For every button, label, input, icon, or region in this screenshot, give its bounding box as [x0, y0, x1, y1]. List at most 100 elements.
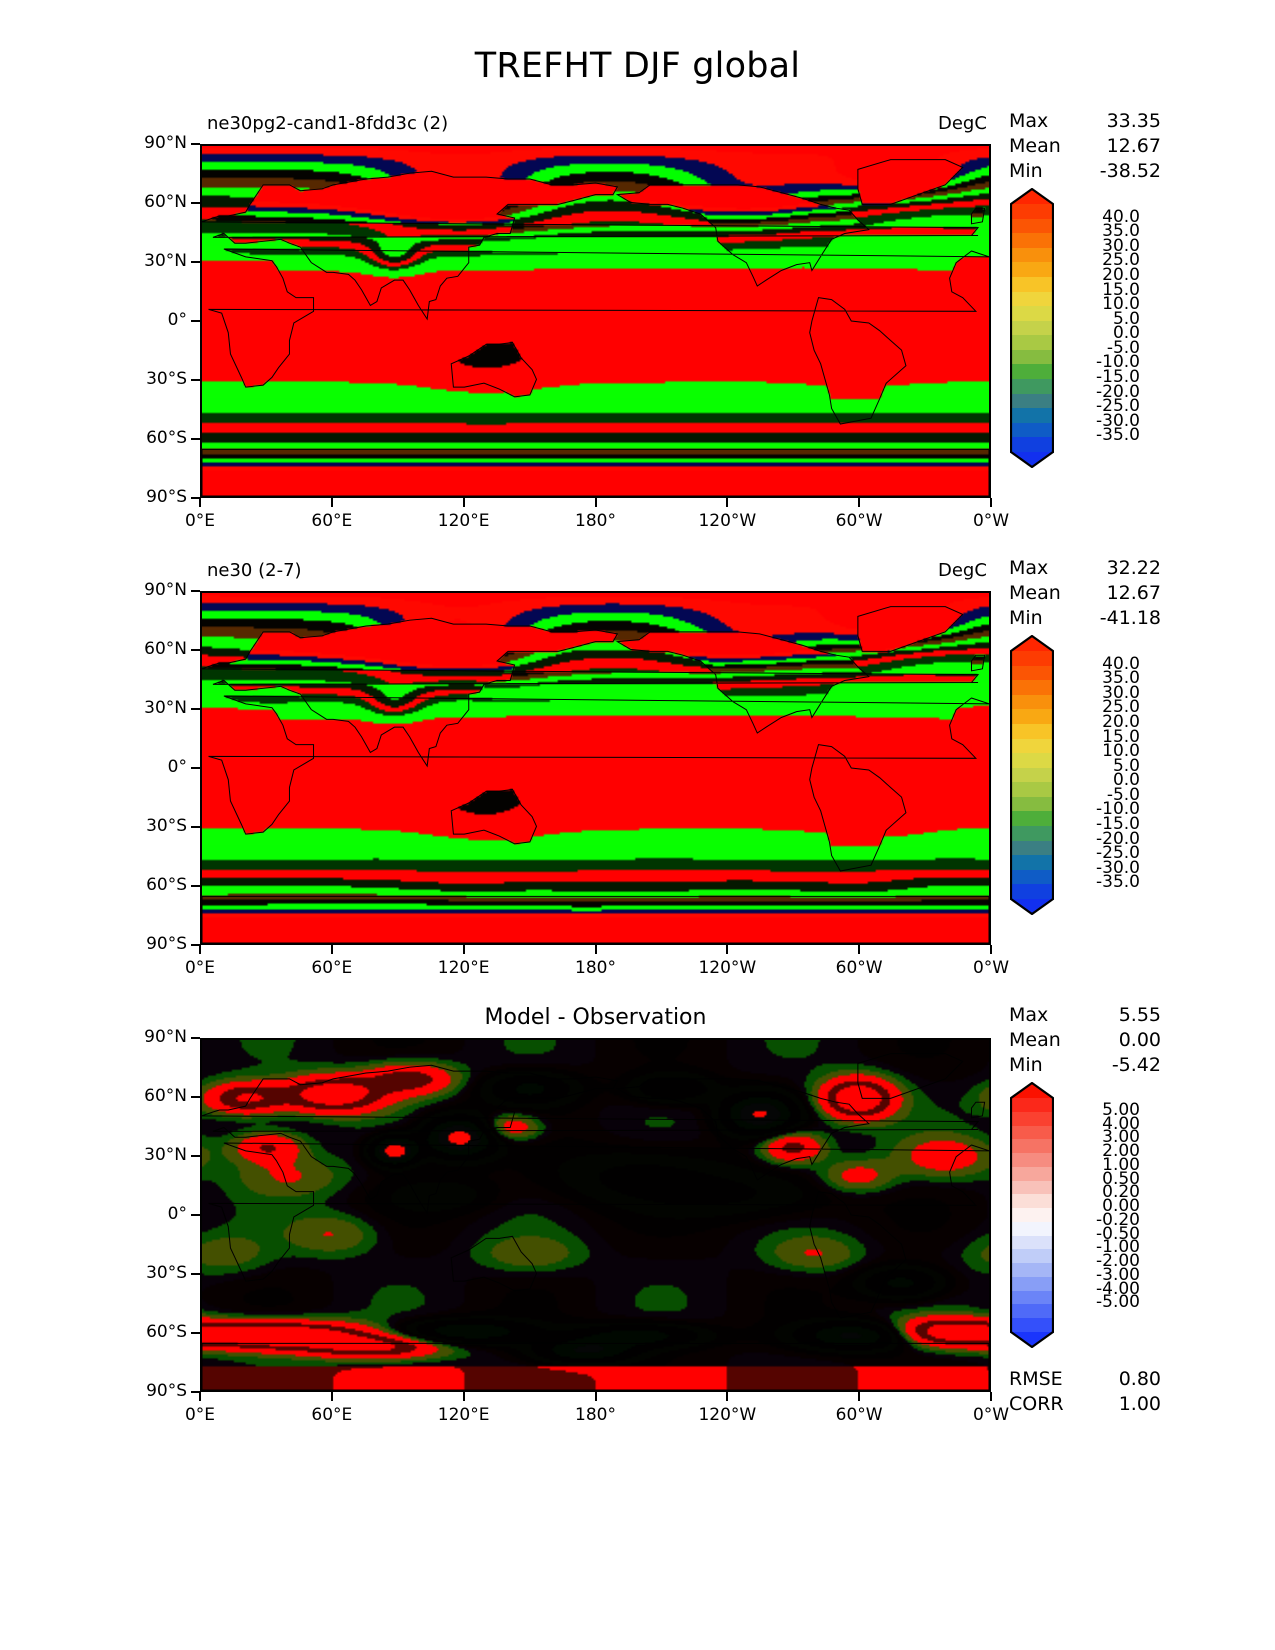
y-tick-label-5: 60°S — [146, 428, 187, 448]
colorbar-tick-label: 35.0 — [1102, 668, 1140, 689]
x-tick-label-6: 0°W — [972, 1405, 1010, 1425]
colorbar-tick-label: -20.0 — [1096, 828, 1140, 849]
colorbar-segment — [1010, 320, 1054, 336]
x-tickmark — [990, 1392, 992, 1401]
colorbar-segment — [1010, 651, 1054, 667]
stat-value-mean: 12.67 — [1106, 582, 1161, 604]
colorbar-segment — [1010, 723, 1054, 740]
panel-reference-units: DegC — [938, 560, 987, 581]
x-tickmark — [330, 1392, 333, 1401]
x-tick-label-4: 120°W — [698, 1405, 757, 1425]
colorbar-segment — [1010, 811, 1054, 827]
x-tickmark — [726, 1392, 729, 1401]
stat-value-max: 33.35 — [1106, 110, 1161, 132]
colorbar-difference[interactable] — [1010, 1082, 1054, 1348]
colorbar-tick-label: -1.00 — [1096, 1237, 1140, 1258]
stat-label-max: Max — [1009, 1004, 1049, 1026]
x-tick-label-2: 120°E — [437, 958, 490, 978]
field-canvas — [202, 146, 989, 496]
x-tickmark — [858, 945, 861, 954]
temperature-field-reference — [202, 593, 989, 943]
x-tickmark — [990, 945, 992, 954]
panel-test-title: ne30pg2-cand1-8fdd3c (2) — [207, 113, 449, 134]
y-tickmark — [191, 261, 200, 263]
colorbar-tick-label: 0.0 — [1112, 770, 1140, 791]
y-tick-label-5: 60°S — [146, 875, 187, 895]
x-tick-label-6: 0°W — [972, 511, 1010, 531]
stat-label-max: Max — [1009, 110, 1049, 132]
colorbar-tick-label: 3.00 — [1102, 1127, 1140, 1148]
colorbar-tick-label: 0.50 — [1102, 1168, 1140, 1189]
y-tick-label-4: 30°S — [146, 1263, 187, 1283]
colorbar-segment — [1010, 1208, 1054, 1223]
y-tick-label-6: 90°S — [146, 1381, 187, 1401]
coastlines-difference — [202, 1040, 989, 1390]
y-tickmark — [191, 1214, 200, 1216]
x-tickmark — [330, 498, 333, 507]
y-tick-label-1: 60°N — [144, 192, 187, 212]
colorbar-tick-label: -0.20 — [1096, 1209, 1140, 1230]
colorbar-tick-label: 20.0 — [1102, 264, 1140, 285]
colorbar-tick-label: 40.0 — [1102, 206, 1140, 227]
colorbar-tick-label: -4.00 — [1096, 1278, 1140, 1299]
colorbar-tick-label: -15.0 — [1096, 367, 1140, 388]
x-tickmark — [726, 498, 729, 507]
y-tick-label-2: 30°N — [144, 251, 187, 271]
colorbar-segment — [1010, 1180, 1054, 1195]
difference-field — [202, 1040, 989, 1390]
colorbar-tick-label: -10.0 — [1096, 799, 1140, 820]
colorbar-segment — [1010, 393, 1054, 409]
colorbar-segment — [1010, 840, 1054, 856]
colorbar-tick-label: 30.0 — [1102, 235, 1140, 256]
y-tick-label-0: 90°N — [144, 1027, 187, 1047]
y-tickmark — [191, 885, 200, 887]
colorbar-tick-label: -25.0 — [1096, 396, 1140, 417]
colorbar-segment — [1010, 869, 1054, 885]
map-difference[interactable] — [200, 1038, 991, 1392]
map-test[interactable] — [200, 144, 991, 498]
colorbar-segment — [1010, 855, 1054, 871]
colorbar-labels-difference: 5.00 4.00 3.00 2.00 1.00 0.50 0.20 0.00 -0.20 -0.… — [1058, 1082, 1140, 1348]
x-tick-label-1: 60°E — [311, 1405, 353, 1425]
colorbar-extend-bottom — [1010, 452, 1054, 468]
colorbar-test[interactable] — [1010, 188, 1054, 468]
x-tickmark — [594, 498, 597, 507]
colorbar-segment — [1010, 826, 1054, 842]
colorbar-tick-label: -3.00 — [1096, 1264, 1140, 1285]
colorbar-segment — [1010, 262, 1054, 278]
stat-label-mean: Mean — [1009, 582, 1061, 604]
map-reference[interactable] — [200, 591, 991, 945]
colorbar-tick-label: -30.0 — [1096, 857, 1140, 878]
x-tick-label-4: 120°W — [698, 958, 757, 978]
stat-label-max: Max — [1009, 557, 1049, 579]
coastlines-test — [202, 146, 989, 496]
y-tickmark — [191, 1155, 200, 1157]
score-label-corr: CORR — [1009, 1393, 1064, 1415]
stat-label-min: Min — [1009, 160, 1043, 182]
x-tickmark — [990, 498, 992, 507]
x-tickmark — [462, 945, 465, 954]
y-tick-label-2: 30°N — [144, 698, 187, 718]
y-tickmark — [191, 202, 200, 204]
x-tickmark — [462, 1392, 465, 1401]
colorbar-tick-label: 25.0 — [1102, 697, 1140, 718]
colorbar-segment — [1010, 335, 1054, 351]
colorbar-tick-label: -20.0 — [1096, 381, 1140, 402]
colorbar-tick-label: -0.50 — [1096, 1223, 1140, 1244]
y-tickmark — [191, 1273, 200, 1275]
y-tickmark — [191, 438, 200, 440]
colorbar-reference[interactable] — [1010, 635, 1054, 915]
y-tickmark — [191, 143, 200, 145]
x-tickmark — [199, 498, 201, 507]
colorbar-extend-top — [1010, 188, 1054, 204]
colorbar-tick-label: 0.00 — [1102, 1196, 1140, 1217]
colorbar-tick-label: -10.0 — [1096, 352, 1140, 373]
colorbar-tick-label: -5.0 — [1106, 784, 1140, 805]
colorbar-segment — [1010, 204, 1054, 220]
stat-value-mean: 12.67 — [1106, 135, 1161, 157]
coastlines-reference — [202, 593, 989, 943]
colorbar-tick-label: 0.0 — [1112, 323, 1140, 344]
x-tick-label-2: 120°E — [437, 1405, 490, 1425]
stat-value-max: 5.55 — [1118, 1004, 1161, 1026]
